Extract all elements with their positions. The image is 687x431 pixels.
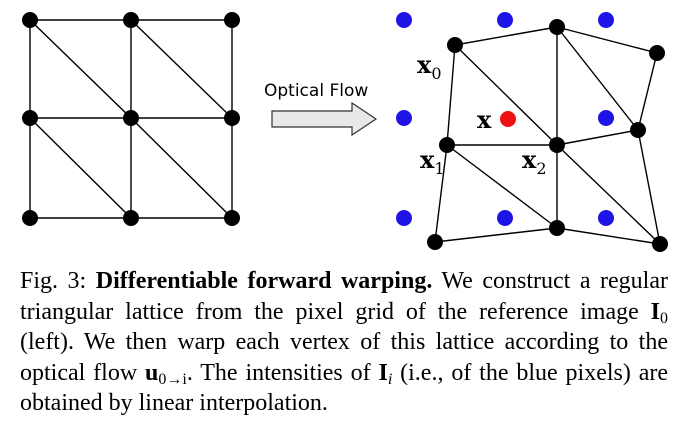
warped-edge	[637, 129, 661, 245]
label-x: x	[477, 105, 492, 134]
warped-edge	[556, 227, 661, 245]
caption-fig-label: Fig. 3:	[20, 268, 87, 294]
label-x0: x0	[417, 50, 442, 83]
blue-pixel	[497, 12, 513, 28]
warped-edge	[434, 227, 558, 243]
lattice-vertex	[224, 110, 240, 126]
lattice-diagonal	[29, 117, 132, 219]
label-x2: x2	[522, 145, 547, 178]
lattice-vertex	[123, 110, 139, 126]
red-point-x	[500, 111, 516, 127]
lattice-vertex	[22, 12, 38, 28]
blue-pixel	[497, 210, 513, 226]
caption-text-1: We construct a regular triangular lattic…	[20, 268, 668, 325]
warped-edge	[434, 144, 448, 243]
label-x1: x1	[420, 145, 445, 178]
warped-vertex	[652, 236, 668, 252]
lattice-vertex	[224, 12, 240, 28]
warped-vertex	[549, 19, 565, 35]
warped-edge	[556, 26, 658, 54]
lattice-vertex	[123, 210, 139, 226]
blue-pixel	[396, 210, 412, 226]
warped-vertex-x0	[447, 37, 463, 53]
warped-edge	[556, 129, 639, 146]
lattice-diagonal	[130, 19, 233, 119]
warped-diagonal	[454, 44, 558, 146]
lattice-diagonal	[130, 117, 233, 219]
optical-flow-arrow: Optical Flow	[264, 81, 378, 137]
figure-svg: Optical Flow	[22, 12, 668, 252]
regular-lattice	[22, 12, 240, 226]
warped-vertex-x1	[439, 137, 455, 153]
warped-lattice	[396, 12, 668, 252]
warped-vertex	[427, 234, 443, 250]
math-image-i: Ii	[378, 359, 393, 388]
math-flow: u0→i	[145, 359, 187, 388]
caption-text-4: (i.e., of the blue pixels) are obtained …	[20, 359, 668, 417]
blue-pixel	[598, 210, 614, 226]
blue-pixel	[598, 110, 614, 126]
caption-text-2: (left). We then warp each vertex of this…	[20, 329, 668, 386]
warped-diagonal	[556, 26, 639, 131]
blue-pixel	[396, 12, 412, 28]
math-image-ref: I0	[650, 298, 669, 327]
warped-vertex	[549, 220, 565, 236]
arrow-shape	[271, 101, 378, 137]
lattice-diagonal	[29, 19, 132, 119]
lattice-vertex	[224, 210, 240, 226]
warped-vertex	[649, 45, 665, 61]
arrow-label: Optical Flow	[264, 81, 368, 101]
warped-vertex	[630, 122, 646, 138]
warped-edge	[446, 44, 456, 146]
lattice-vertex	[123, 12, 139, 28]
caption-text-3: . The intensities of	[186, 359, 371, 386]
blue-pixel	[598, 12, 614, 28]
warped-edge	[454, 26, 558, 46]
lattice-vertex	[22, 110, 38, 126]
caption-title: Differentiable forward warping.	[95, 268, 433, 294]
lattice-vertex	[22, 210, 38, 226]
vertex-labels: x0 x x1 x2	[417, 50, 547, 178]
warped-vertex-x2	[549, 137, 565, 153]
blue-pixel	[396, 110, 412, 126]
warped-edge	[637, 52, 658, 131]
figure-illustration: Optical Flow	[22, 12, 668, 252]
warped-diagonal	[446, 144, 558, 229]
figure-caption: Fig. 3: Differentiable forward warping. …	[20, 266, 668, 419]
warped-diagonal	[556, 144, 661, 245]
